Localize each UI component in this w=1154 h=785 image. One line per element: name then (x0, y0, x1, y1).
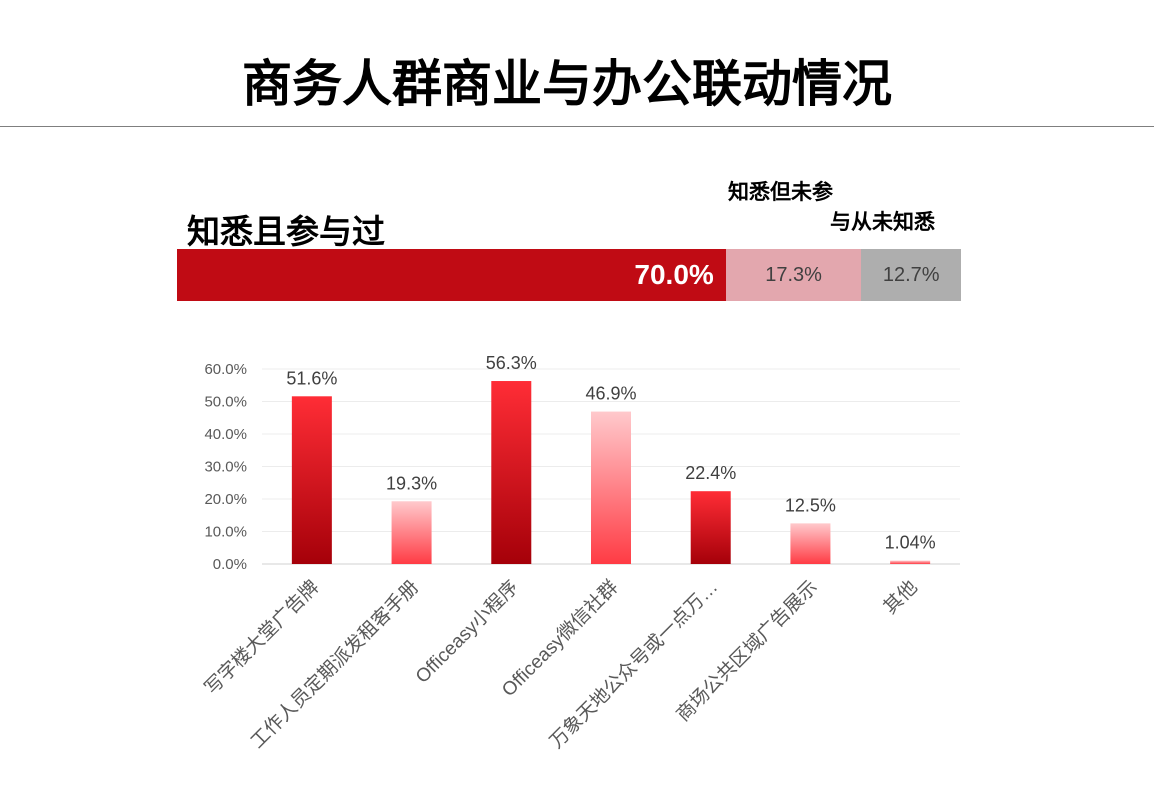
bar-value-label: 56.3% (486, 353, 537, 373)
y-tick-label: 40.0% (204, 426, 247, 443)
y-tick-label: 50.0% (204, 394, 247, 411)
x-category-label: Officeasy小程序 (411, 576, 523, 688)
page-title: 商务人群商业与办公联动情况 (242, 55, 892, 113)
segment-aware-not-participated: 17.3% (725, 249, 862, 301)
x-category-label: 工作人员定期派发租客手册 (246, 576, 423, 753)
x-category-label: 万象天地公众号或一点万… (545, 576, 722, 753)
segment-unaware-label: 12.7% (882, 263, 940, 286)
label-other-line1: 知悉但未参 (728, 180, 833, 204)
label-participated: 知悉且参与过 (187, 212, 385, 251)
segment-unaware: 12.7% (861, 249, 961, 301)
bar-1 (291, 396, 332, 564)
bar-value-label: 19.3% (386, 473, 437, 493)
bar-4 (591, 411, 631, 564)
bar-value-label: 46.9% (585, 384, 636, 404)
x-category-label: 其他 (879, 576, 921, 618)
bar-3 (491, 381, 532, 564)
bar-5 (690, 491, 731, 564)
label-other-line2: 与从未知悉 (830, 210, 935, 234)
bar-7 (890, 560, 931, 564)
bar-2 (391, 501, 432, 564)
bar-value-label: 12.5% (785, 495, 836, 515)
y-tick-label: 0.0% (213, 556, 247, 573)
bar-value-label: 22.4% (685, 463, 736, 483)
y-tick-label: 10.0% (204, 524, 247, 541)
bar-value-label: 51.6% (286, 368, 337, 388)
segment-participated: 70.0% (177, 249, 726, 301)
bar-value-label: 1.04% (885, 533, 936, 553)
y-tick-label: 60.0% (204, 361, 247, 378)
segment-aware-not-participated-label: 17.3% (765, 263, 822, 286)
awareness-stacked-bar: 70.0% 17.3% 12.7% (177, 249, 961, 301)
segment-participated-label: 70.0% (634, 259, 714, 290)
y-tick-label: 20.0% (204, 491, 247, 508)
bar-6 (790, 523, 831, 564)
title-divider (0, 126, 1154, 127)
y-tick-label: 30.0% (204, 459, 247, 476)
